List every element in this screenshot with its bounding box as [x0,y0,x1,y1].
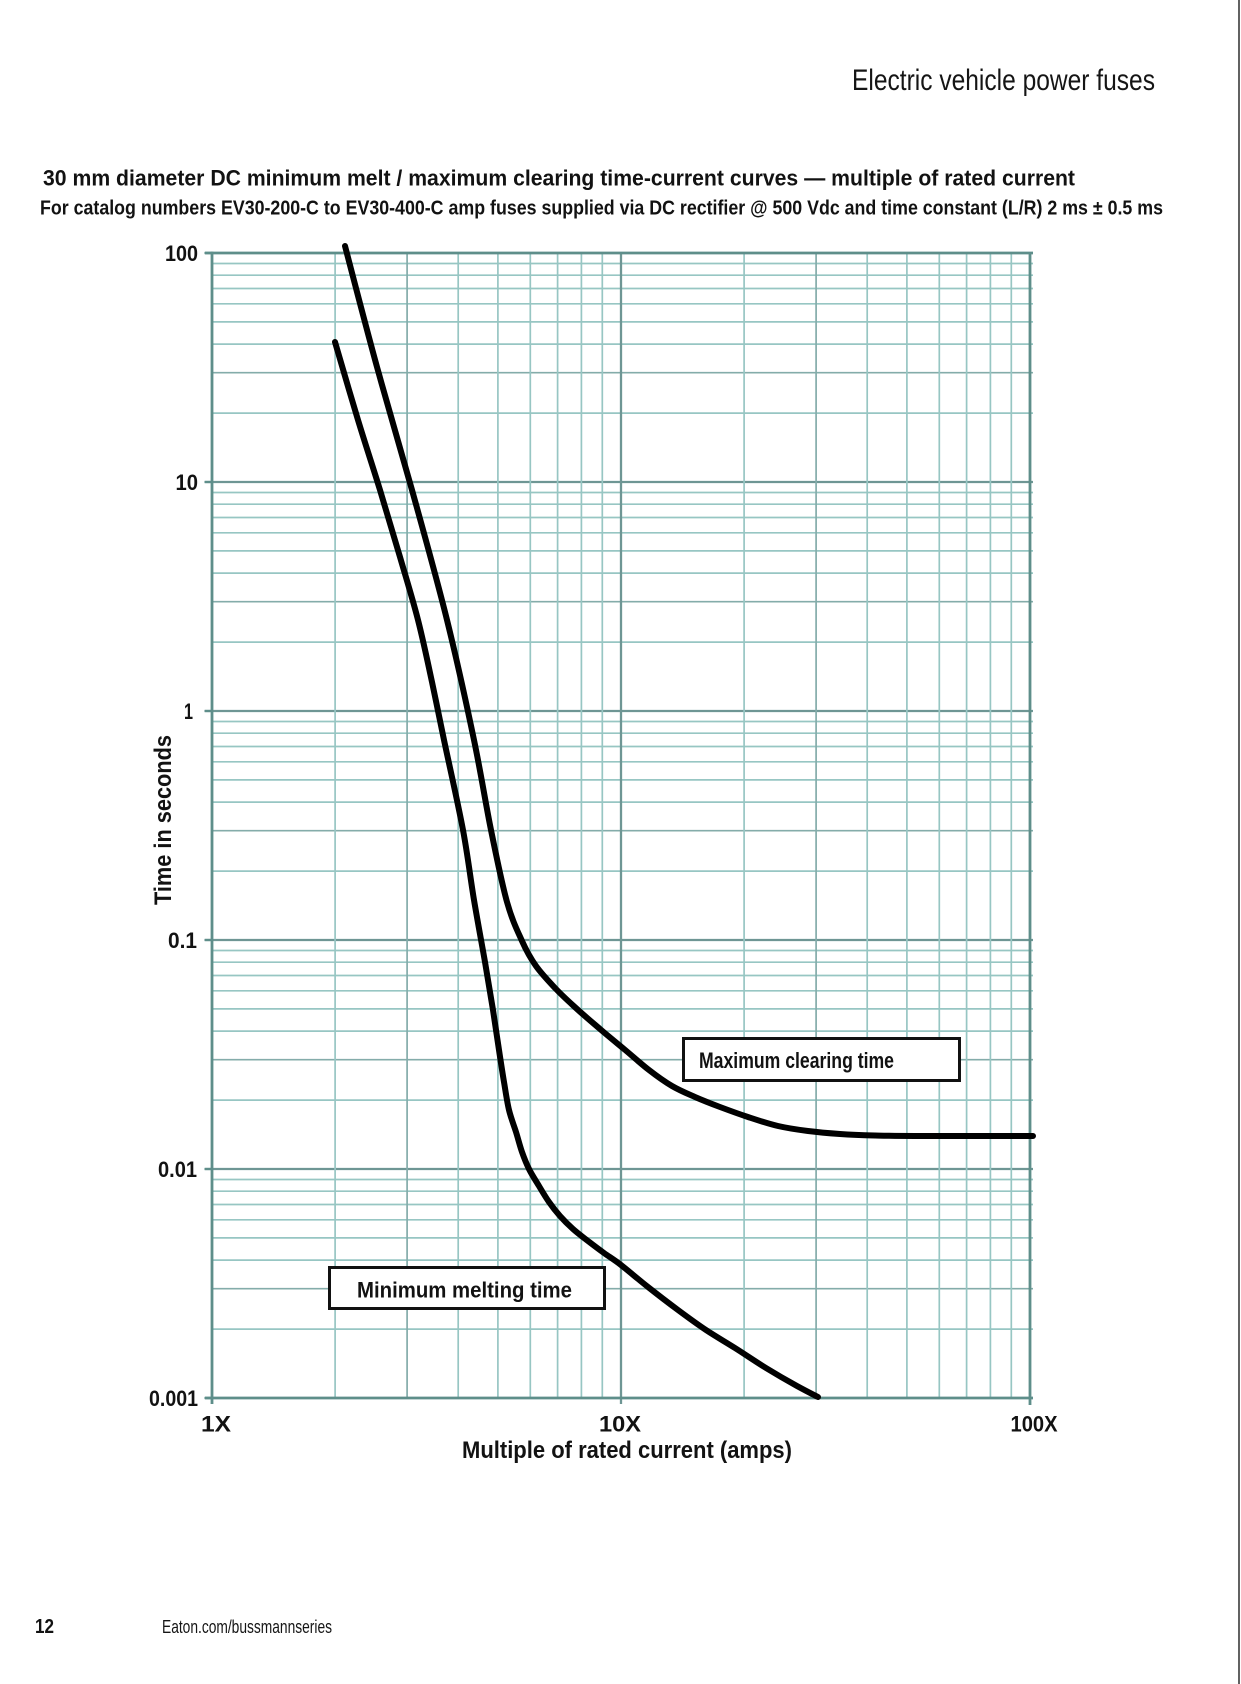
svg-text:Maximum clearing time: Maximum clearing time [699,1048,894,1073]
svg-text:10X: 10X [599,1412,641,1437]
svg-text:1: 1 [184,699,193,724]
svg-text:Multiple of rated current (amp: Multiple of rated current (amps) [462,1437,792,1464]
svg-text:Time in seconds: Time in seconds [150,735,177,905]
svg-text:For catalog numbers EV30-200-C: For catalog numbers EV30-200-C to EV30-4… [40,198,1163,220]
svg-text:0.1: 0.1 [168,928,197,953]
svg-text:100: 100 [165,241,198,266]
svg-text:1X: 1X [201,1412,231,1437]
svg-text:0.01: 0.01 [158,1157,197,1182]
svg-text:30 mm diameter DC minimum melt: 30 mm diameter DC minimum melt / maximum… [43,166,1076,191]
svg-text:10: 10 [176,470,199,495]
svg-text:12: 12 [35,1616,54,1638]
svg-text:Electric vehicle power fuses: Electric vehicle power fuses [852,64,1155,97]
svg-text:Eaton.com/bussmannseries: Eaton.com/bussmannseries [162,1617,332,1637]
svg-text:Minimum melting time: Minimum melting time [357,1278,572,1303]
svg-text:0.001: 0.001 [149,1386,198,1411]
svg-text:100X: 100X [1011,1412,1058,1437]
